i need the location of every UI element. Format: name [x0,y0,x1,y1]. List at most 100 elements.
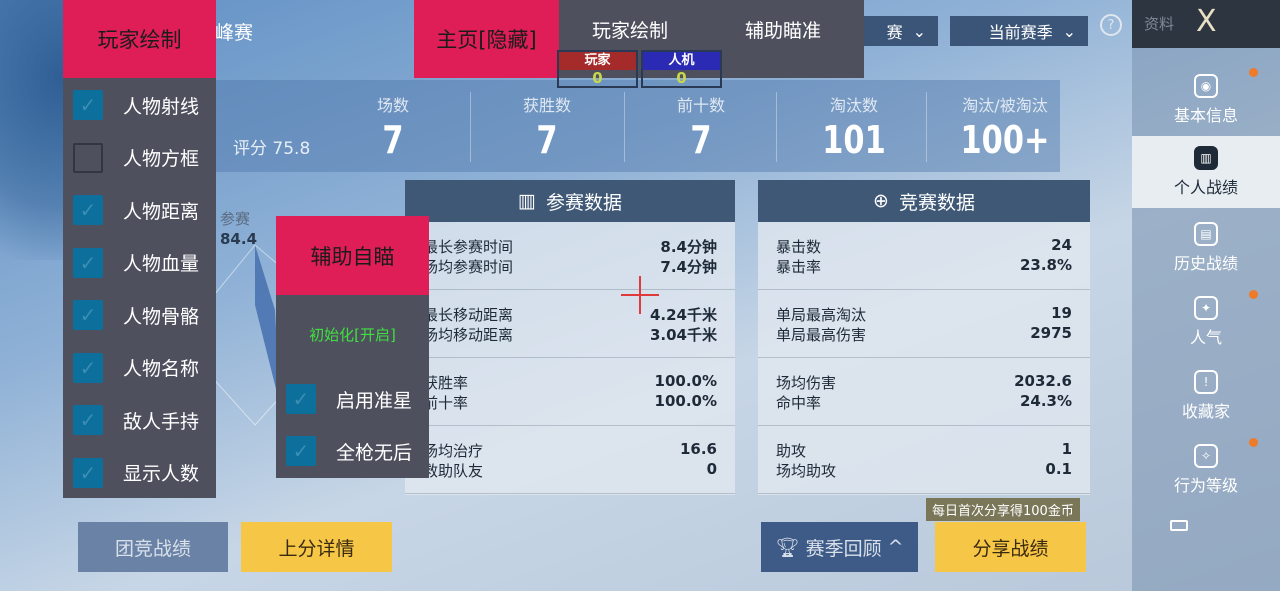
notification-dot [1249,438,1258,447]
checkbox-item[interactable]: ✓ 人物血量 [73,247,200,278]
help-icon[interactable]: ? [1100,14,1122,36]
chevron-up-icon: ^ [887,536,904,558]
stat-value: 100.0% [654,392,717,410]
checkbox-item[interactable]: ✓ 人物名称 [73,352,200,383]
stat-value: 24 [1051,236,1072,254]
checkbox-item[interactable]: ✓ 显示人数 [73,457,199,488]
bar-chart-icon: ▥ [518,190,536,212]
stat-row: 场均伤害 2032.6 [776,372,1072,392]
checkbox-label: 人物距离 [123,200,200,223]
behavior-icon: ✧ [1194,444,1218,468]
season-review-label: 赛季回顾 [805,537,882,560]
sidebar-item-personal-record[interactable]: ▥ 个人战绩 [1132,136,1280,208]
checkbox[interactable]: ✓ [286,384,316,414]
stat-label: 单局最高淘汰 [776,306,867,324]
bot-counter-label: 人机 [643,52,720,70]
stat-row: 单局最高淘汰 19 [776,304,1072,324]
checkbox-label: 人物名称 [123,358,200,380]
checkbox[interactable]: ✓ [73,352,103,383]
sidebar-item-history[interactable]: ▤ 历史战绩 [1132,212,1280,284]
checkbox-item[interactable]: ✓ 人物射线 [73,90,199,120]
bot-counter-value: 0 [676,69,687,87]
stat-label: 场均伤害 [776,374,837,392]
stat-label: 获胜率 [423,374,469,392]
sidebar-item-popularity[interactable]: ✦ 人气 [1132,286,1280,358]
season-review-button[interactable]: 🏆︎ 赛季回顾 ^ [761,522,918,572]
stat-group: 获胜率 100.0% 前十率 100.0% [405,358,735,426]
stat-value: 0 [706,460,717,478]
stat-value: 24.3% [1019,392,1072,410]
checkbox[interactable] [73,142,103,173]
notification-dot [1249,68,1258,77]
menu-icon[interactable] [1170,520,1188,531]
checkbox[interactable]: ✓ [73,300,103,330]
popularity-icon: ✦ [1194,296,1218,320]
stat-row: 助攻 1 [776,440,1072,460]
mode-dropdown-value: 赛 [886,23,903,42]
stat-row: 场均移动距离 3.04千米 [423,324,717,344]
tab-player-draw[interactable]: 玩家绘制 [592,20,669,42]
stat-label: 场均助攻 [776,462,837,480]
checkbox-item[interactable]: ✓ 人物距离 [73,195,199,225]
radar-label: 参赛 [220,210,251,228]
sidebar-item-label: 人气 [1189,328,1222,347]
stat-matches: 场数 7 [376,96,409,162]
player-draw-menu-title[interactable]: 玩家绘制 [63,0,216,78]
sidebar-item-label: 基本信息 [1173,106,1238,125]
close-icon[interactable]: X [1196,4,1217,39]
team-record-button[interactable]: 团竞战绩 [78,522,228,572]
checkbox[interactable]: ✓ [286,436,316,466]
stat-label: 前十率 [423,394,469,412]
checkbox-item[interactable]: ✓ 启用准星 [286,384,412,414]
aim-menu-title[interactable]: 辅助自瞄 [276,216,429,295]
participation-panel: ▥ 参赛数据 最长参赛时间 8.4分钟 场均参赛时间 7.4分钟 最长移动距离 4.24千米… [405,180,735,495]
checkbox-item[interactable]: 人物方框 [73,142,200,173]
checkbox[interactable]: ✓ [73,90,103,120]
checkbox-item[interactable]: ✓ 全枪无后 [286,436,412,466]
stat-value: 2032.6 [1014,372,1072,390]
stat-row: 前十率 100.0% [423,392,717,412]
player-counter-value: 0 [592,69,603,87]
radar-value: 84.4 [220,230,258,248]
share-tooltip: 每日首次分享得100金币 [926,498,1080,521]
sidebar-item-basic-info[interactable]: ◉ 基本信息 [1132,64,1280,136]
crosshair-icon [639,276,641,314]
checkbox-label: 人物方框 [123,148,200,170]
checkbox-label: 人物血量 [123,253,200,275]
stat-label: 暴击率 [776,258,822,276]
checkbox[interactable]: ✓ [73,247,103,278]
checkbox[interactable]: ✓ [73,405,103,435]
stat-wins: 获胜数 7 [522,96,571,162]
checkbox[interactable]: ✓ [73,195,103,225]
sidebar-item-collector[interactable]: ! 收藏家 [1132,360,1280,432]
home-hide-tab[interactable]: 主页[隐藏] [414,0,559,78]
trophy-icon: 🏆︎ [775,536,800,559]
player-counter: 玩家 0 [557,50,638,88]
stat-value: 100.0% [654,372,717,390]
stats-bar [215,80,1060,172]
divider [776,92,777,162]
season-dropdown-value: 当前赛季 [988,23,1053,42]
divider [926,92,927,162]
page-title: 峰赛 [215,22,254,44]
share-record-button[interactable]: 分享战绩 [935,522,1086,572]
stat-row: 救助队友 0 [423,460,717,480]
stat-value: 23.8% [1019,256,1072,274]
sidebar-item-behavior[interactable]: ✧ 行为等级 [1132,434,1280,506]
checkbox[interactable]: ✓ [73,457,103,488]
checkbox-item[interactable]: ✓ 敌人手持 [73,405,199,435]
stat-value: 4.24千米 [649,306,717,324]
checkbox-label: 全枪无后 [336,441,413,464]
stat-value: 0.1 [1045,460,1072,478]
collector-icon: ! [1194,370,1218,394]
rank-detail-button[interactable]: 上分详情 [241,522,392,572]
stat-value: 3.04千米 [649,326,717,344]
checkbox-item[interactable]: ✓ 人物骨骼 [73,300,199,330]
season-dropdown[interactable]: 当前赛季 ⌄ [950,16,1088,46]
sidebar: ◉ 基本信息 ▥ 个人战绩 ▤ 历史战绩 ✦ 人气 ! 收藏家 ✧ 行为等级 [1132,0,1280,591]
sidebar-header: 资料 X [1132,0,1280,48]
aim-status[interactable]: 初始化[开启] [309,326,396,344]
sidebar-item-label: 个人战绩 [1173,178,1238,197]
stat-group: 单局最高淘汰 19 单局最高伤害 2975 [758,290,1090,358]
tab-aim-assist[interactable]: 辅助瞄准 [745,20,822,42]
